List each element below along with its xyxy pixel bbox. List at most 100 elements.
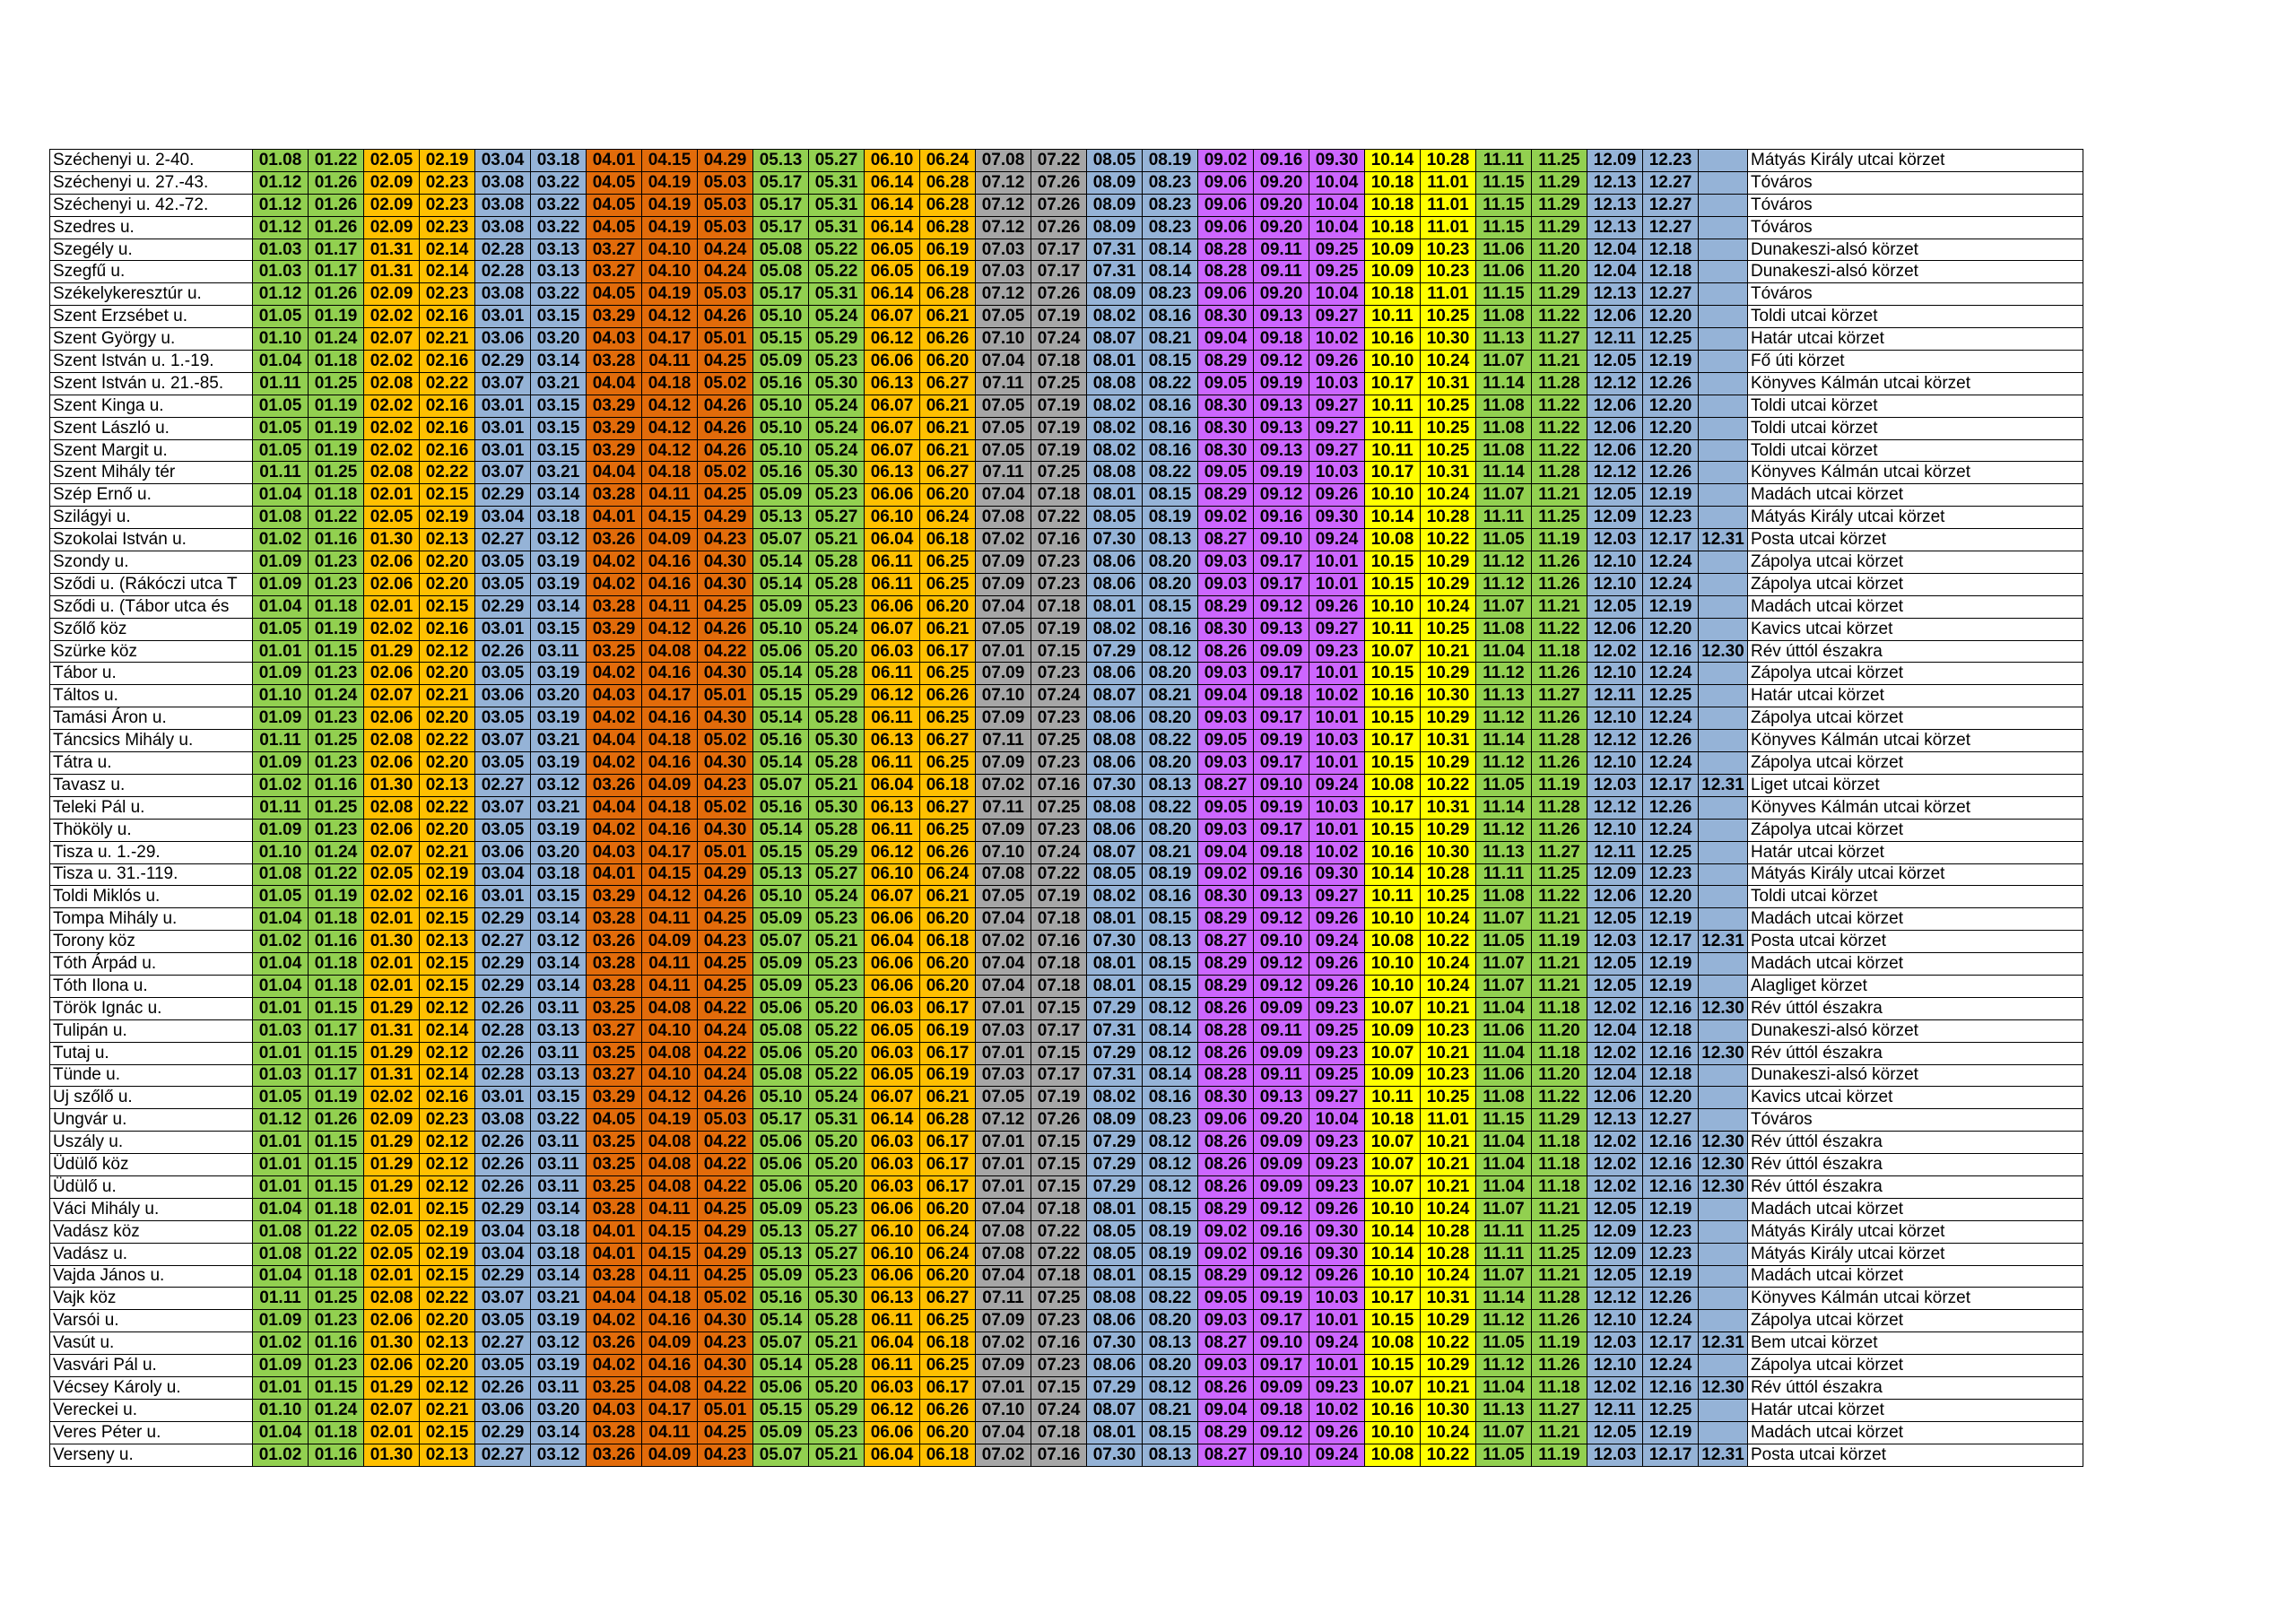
collection-date-cell: 08.12 [1142,1153,1198,1176]
collection-date-cell: 07.19 [1031,1086,1087,1110]
collection-date-cell: 08.15 [1142,952,1198,976]
collection-date-cell: 09.27 [1309,416,1365,440]
district-name-cell: Mátyás Király utcai körzet [1747,149,2083,172]
collection-date-cell: 12.18 [1642,1063,1699,1088]
collection-date-cell: 04.11 [641,1264,698,1288]
collection-date-cell: 04.16 [641,707,698,731]
collection-date-cell: 12.10 [1587,1354,1643,1377]
collection-date-cell [1698,461,1748,485]
collection-date-cell: 01.15 [308,1175,364,1199]
collection-date-cell: 09.30 [1309,1242,1365,1266]
collection-date-cell: 10.10 [1364,483,1421,507]
collection-date-cell: 03.05 [474,551,531,574]
collection-date-cell: 07.08 [975,149,1031,172]
table-row: Ungvár u. 01.12 01.26 02.09 02.23 03.08 03.22 0… [49,1108,2083,1132]
collection-date-cell: 01.29 [363,996,420,1020]
collection-date-cell: 09.17 [1253,1309,1309,1333]
collection-date-cell: 12.16 [1642,639,1699,664]
collection-date-cell: 09.19 [1253,729,1309,753]
collection-date-cell: 09.12 [1253,907,1309,932]
collection-date-cell: 07.11 [975,371,1031,395]
street-name-cell: Szegfű u. [49,260,253,284]
collection-date-cell: 10.03 [1309,729,1365,753]
collection-date-cell: 04.19 [641,1108,698,1132]
collection-date-cell: 10.17 [1364,371,1421,395]
collection-date-cell [1698,438,1748,463]
collection-date-cell: 06.03 [864,639,920,664]
collection-date-cell: 02.29 [474,907,531,932]
district-name-cell: Határ utcai körzet [1747,327,2083,351]
collection-date-cell: 12.25 [1642,684,1699,708]
district-name-cell: Zápolya utcai körzet [1747,662,2083,686]
collection-date-cell: 12.16 [1642,996,1699,1020]
collection-date-cell: 06.10 [864,863,920,887]
district-name-cell: Kavics utcai körzet [1747,617,2083,641]
collection-date-cell: 10.09 [1364,1019,1421,1043]
collection-date-cell: 10.21 [1420,1041,1476,1065]
collection-date-cell: 07.01 [975,1131,1031,1155]
collection-date-cell: 12.06 [1587,885,1643,909]
collection-date-cell: 06.27 [919,1287,976,1311]
collection-date-cell: 04.25 [697,907,753,932]
collection-date-cell: 06.06 [864,974,920,998]
collection-date-cell: 04.03 [586,1398,642,1422]
collection-date-cell: 03.28 [586,974,642,998]
collection-date-cell: 11.28 [1531,795,1587,820]
collection-date-cell: 04.18 [641,461,698,485]
collection-date-cell: 09.05 [1197,795,1254,820]
collection-date-cell: 04.18 [641,795,698,820]
collection-date-cell: 09.20 [1253,282,1309,307]
district-name-cell: Madách utcai körzet [1747,1264,2083,1288]
district-name-cell: Zápolya utcai körzet [1747,707,2083,731]
collection-date-cell: 10.09 [1364,238,1421,262]
collection-date-cell: 03.15 [530,438,587,463]
collection-date-cell: 02.14 [419,1063,475,1088]
collection-date-cell: 01.31 [363,1063,420,1088]
collection-date-cell: 05.30 [808,795,865,820]
collection-date-cell: 11.08 [1475,617,1532,641]
collection-date-cell: 06.10 [864,1219,920,1244]
collection-date-cell: 11.19 [1531,930,1587,954]
street-name-cell: Szegély u. [49,238,253,262]
collection-date-cell: 06.07 [864,416,920,440]
collection-date-cell: 10.23 [1420,238,1476,262]
collection-date-cell: 08.14 [1142,1063,1198,1088]
collection-date-cell: 06.04 [864,930,920,954]
district-name-cell: Bem utcai körzet [1747,1331,2083,1356]
collection-date-cell: 05.22 [808,238,865,262]
collection-date-cell: 09.09 [1253,639,1309,664]
collection-date-cell: 03.22 [530,1108,587,1132]
district-name-cell: Tóváros [1747,282,2083,307]
collection-date-cell: 11.11 [1475,863,1532,887]
collection-date-cell: 03.06 [474,684,531,708]
collection-date-cell: 03.13 [530,238,587,262]
collection-date-cell: 04.30 [697,751,753,775]
table-row: Szürke köz 01.01 01.15 01.29 02.12 02.26 03.11… [49,639,2083,664]
table-row: Váci Mihály u. 01.04 01.18 02.01 02.15 02.29 0… [49,1197,2083,1221]
collection-date-cell: 12.09 [1587,506,1643,530]
collection-date-cell: 09.13 [1253,1086,1309,1110]
collection-date-cell: 04.22 [697,996,753,1020]
collection-date-cell: 01.10 [252,1398,309,1422]
collection-date-cell: 10.21 [1420,1175,1476,1199]
collection-date-cell: 08.23 [1142,1108,1198,1132]
collection-date-cell [1698,193,1748,217]
collection-date-cell: 06.05 [864,260,920,284]
collection-date-cell [1698,974,1748,998]
collection-date-cell: 11.14 [1475,729,1532,753]
collection-date-cell: 02.09 [363,282,420,307]
collection-date-cell [1698,483,1748,507]
collection-date-cell: 03.28 [586,1264,642,1288]
collection-date-cell: 02.07 [363,684,420,708]
collection-date-cell: 03.20 [530,327,587,351]
street-name-cell: Vajda János u. [49,1264,253,1288]
collection-date-cell: 06.21 [919,416,976,440]
collection-date-cell: 07.31 [1086,1063,1143,1088]
collection-date-cell: 07.26 [1031,282,1087,307]
collection-date-cell: 10.15 [1364,662,1421,686]
collection-date-cell: 09.17 [1253,572,1309,596]
collection-date-cell: 03.28 [586,350,642,373]
collection-date-cell: 02.07 [363,840,420,864]
collection-date-cell: 06.24 [919,506,976,530]
collection-date-cell: 02.19 [419,1242,475,1266]
